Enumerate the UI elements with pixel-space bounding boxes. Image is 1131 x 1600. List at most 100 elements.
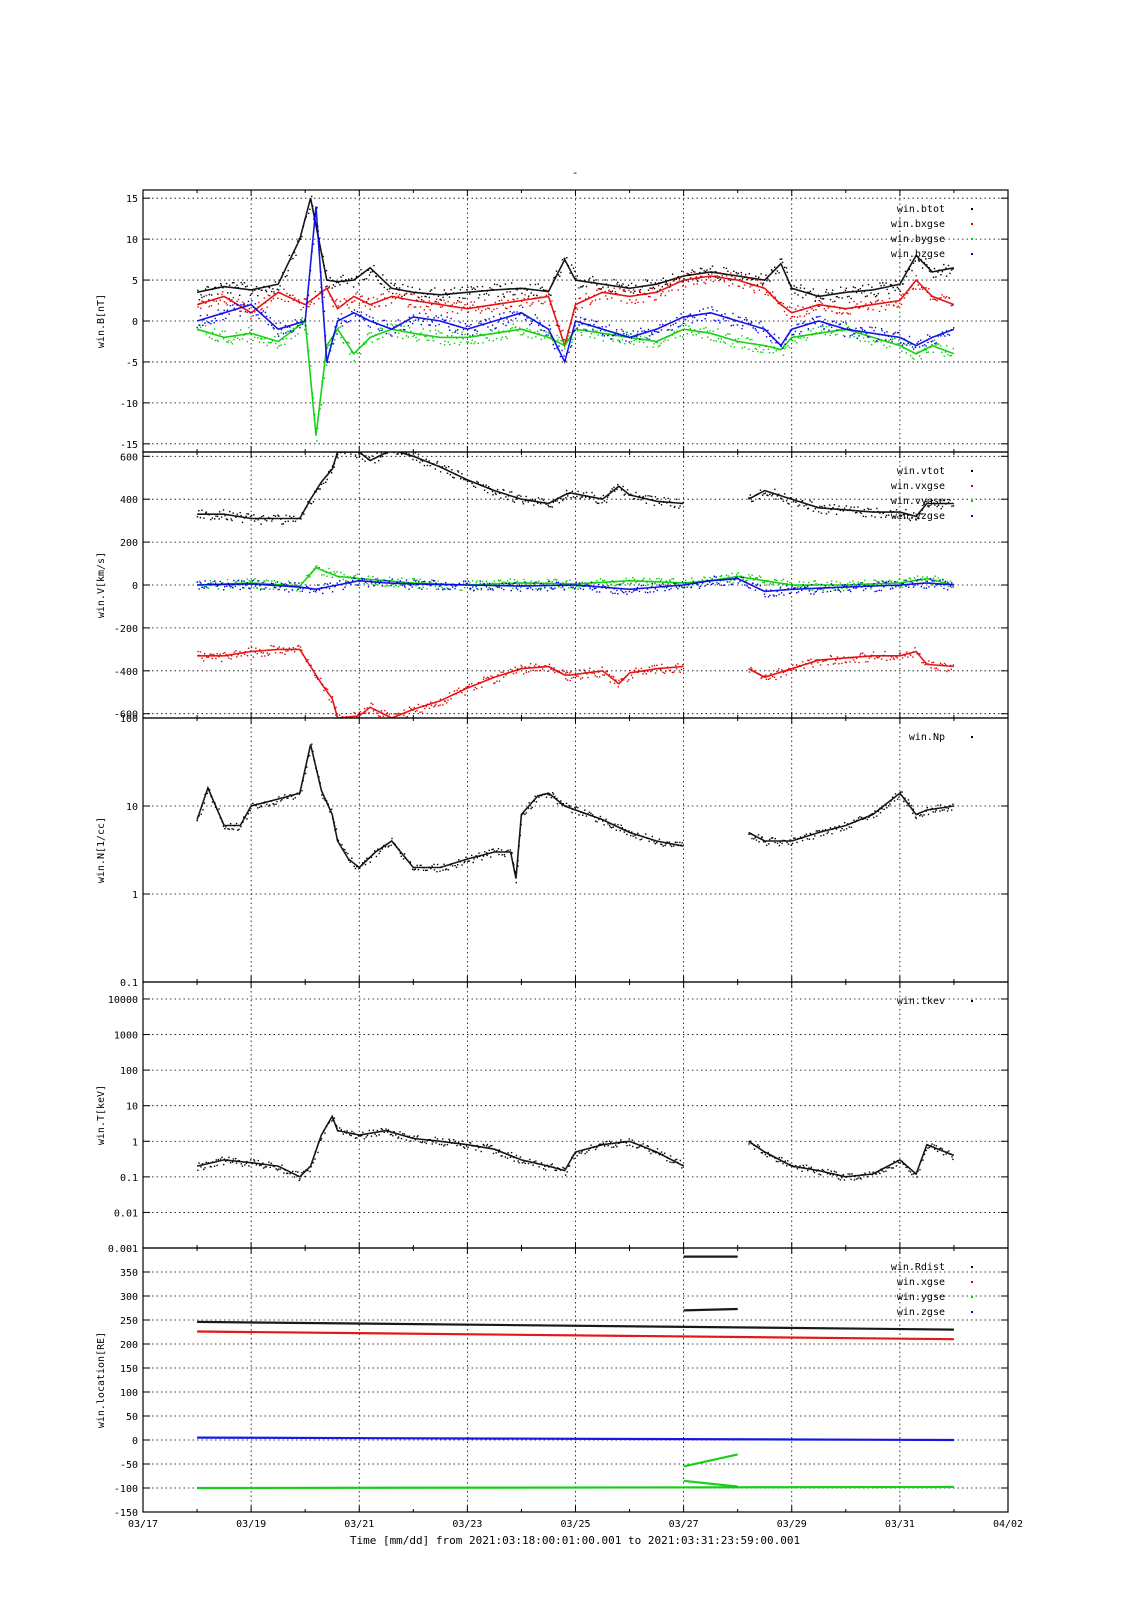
- data-point: [860, 301, 862, 303]
- data-point: [626, 302, 628, 304]
- data-point: [402, 298, 404, 300]
- data-point: [585, 298, 587, 300]
- data-point: [409, 290, 411, 292]
- data-point: [409, 584, 412, 587]
- data-point: [510, 305, 513, 308]
- data-point: [924, 579, 926, 581]
- data-point: [638, 834, 640, 836]
- data-point: [356, 573, 359, 575]
- data-point: [437, 295, 440, 298]
- data-point: [517, 1160, 519, 1162]
- data-point: [250, 1159, 252, 1161]
- data-point: [518, 669, 520, 671]
- data-point: [334, 300, 337, 302]
- data-point: [246, 655, 249, 657]
- data-point: [593, 494, 596, 497]
- data-point: [293, 794, 295, 796]
- data-point: [868, 584, 870, 586]
- data-point: [299, 791, 301, 794]
- data-point: [390, 579, 393, 581]
- data-point: [621, 336, 623, 338]
- data-point: [752, 327, 754, 329]
- data-point: [202, 324, 204, 326]
- data-point: [568, 351, 570, 353]
- data-point: [468, 325, 470, 327]
- data-point: [550, 1164, 552, 1166]
- data-point: [335, 828, 338, 830]
- data-point: [492, 289, 495, 291]
- data-point: [403, 709, 405, 711]
- data-point: [591, 672, 594, 674]
- data-point: [277, 289, 280, 291]
- data-point: [745, 275, 747, 278]
- data-point: [279, 651, 281, 654]
- data-point: [847, 313, 849, 315]
- data-point: [331, 299, 333, 301]
- data-point: [239, 651, 241, 653]
- data-point: [733, 579, 735, 581]
- data-point: [689, 328, 691, 330]
- data-point: [916, 342, 918, 344]
- data-point: [702, 308, 704, 310]
- data-point: [255, 1164, 258, 1166]
- data-point: [571, 338, 574, 341]
- data-point: [428, 460, 430, 462]
- data-point: [816, 830, 819, 832]
- data-point: [446, 472, 449, 474]
- data-point: [865, 584, 867, 587]
- data-point: [445, 584, 448, 586]
- data-point: [905, 275, 908, 278]
- data-point: [852, 580, 854, 582]
- figure-title: -: [572, 166, 579, 179]
- data-point: [737, 338, 740, 340]
- data-point: [479, 580, 481, 582]
- data-point: [521, 584, 523, 586]
- data-point: [553, 277, 555, 279]
- data-point: [519, 590, 522, 592]
- data-point: [644, 495, 647, 497]
- data-point: [896, 657, 898, 659]
- data-point: [370, 1135, 373, 1137]
- data-point: [512, 862, 515, 864]
- data-point: [540, 338, 542, 340]
- data-point: [477, 308, 480, 310]
- data-point: [852, 286, 855, 288]
- data-point: [700, 275, 702, 278]
- data-point: [344, 452, 346, 455]
- data-point: [397, 585, 400, 588]
- data-point: [864, 295, 867, 298]
- data-point: [332, 818, 334, 820]
- data-point: [593, 323, 595, 326]
- data-point: [840, 327, 843, 329]
- data-point: [785, 346, 787, 348]
- data-point: [802, 297, 804, 299]
- data-point: [468, 683, 470, 686]
- data-point: [292, 520, 294, 522]
- data-point: [447, 869, 449, 871]
- data-point: [757, 493, 759, 495]
- data-point: [656, 341, 658, 344]
- data-point: [457, 864, 459, 866]
- data-point: [849, 335, 852, 337]
- data-point: [546, 590, 549, 592]
- data-point: [660, 294, 662, 297]
- data-point: [336, 1127, 338, 1129]
- data-point: [304, 319, 306, 321]
- data-point: [882, 512, 884, 515]
- data-point: [780, 301, 782, 304]
- data-point: [673, 506, 676, 509]
- data-point: [598, 326, 600, 328]
- data-point: [311, 588, 313, 590]
- data-point: [585, 285, 588, 288]
- data-point: [267, 341, 270, 344]
- data-point: [347, 576, 349, 578]
- data-point: [393, 842, 395, 844]
- data-point: [845, 322, 847, 324]
- data-point: [495, 1152, 497, 1154]
- data-point: [331, 696, 334, 698]
- data-point: [665, 670, 667, 673]
- data-point: [872, 309, 874, 311]
- data-point: [372, 710, 375, 712]
- data-point: [455, 585, 457, 587]
- data-point: [415, 459, 418, 461]
